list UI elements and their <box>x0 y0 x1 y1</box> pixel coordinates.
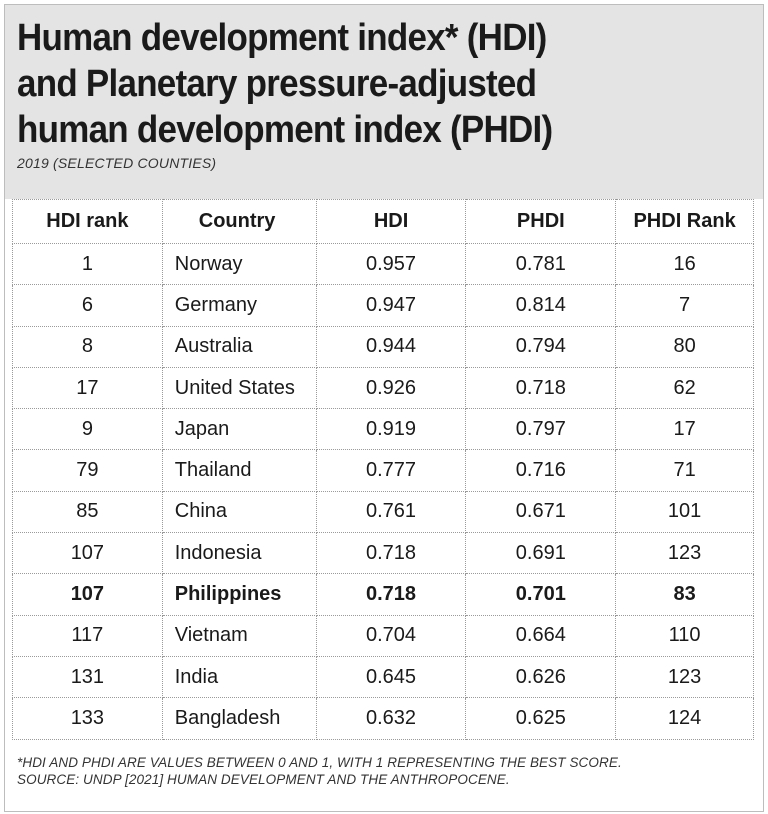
cell-country: Norway <box>161 242 317 286</box>
table-row: 131 India 0.645 0.626 123 <box>12 655 754 699</box>
cell-hdi: 0.761 <box>315 490 467 534</box>
table-row: 85 China 0.761 0.671 101 <box>12 490 754 534</box>
cell-phdi: 0.718 <box>465 366 617 410</box>
table-row: 1 Norway 0.957 0.781 16 <box>12 242 754 286</box>
title-line-1: Human development index* (HDI) <box>17 17 547 59</box>
cell-phdi-rank: 83 <box>615 573 754 616</box>
table-row: 117 Vietnam 0.704 0.664 110 <box>12 614 754 657</box>
cell-country: Australia <box>161 325 317 368</box>
column-header-country: Country <box>161 199 317 244</box>
cell-phdi-rank: 123 <box>615 532 754 575</box>
cell-phdi: 0.626 <box>465 655 617 699</box>
cell-hdi: 0.718 <box>315 532 467 575</box>
cell-hdi-rank: 6 <box>12 284 163 327</box>
cell-country: Vietnam <box>161 614 317 657</box>
cell-country: Thailand <box>161 449 317 492</box>
cell-phdi-rank: 16 <box>615 242 754 286</box>
cell-phdi: 0.664 <box>465 614 617 657</box>
cell-hdi: 0.944 <box>315 325 467 368</box>
cell-country: United States <box>161 366 317 410</box>
cell-hdi: 0.957 <box>315 242 467 286</box>
table-row: 17 United States 0.926 0.718 62 <box>12 366 754 410</box>
table-header-row: HDI rank Country HDI PHDI PHDI Rank <box>12 199 754 244</box>
cell-phdi: 0.794 <box>465 325 617 368</box>
cell-hdi: 0.645 <box>315 655 467 699</box>
cell-hdi-rank: 17 <box>12 366 163 410</box>
footnote-source: SOURCE: UNDP [2021] HUMAN DEVELOPMENT AN… <box>17 771 510 787</box>
table-row-highlighted: 107 Philippines 0.718 0.701 83 <box>12 573 754 616</box>
column-header-phdi: PHDI <box>465 199 617 244</box>
table-row: 133 Bangladesh 0.632 0.625 124 <box>12 697 754 740</box>
data-table: HDI rank Country HDI PHDI PHDI Rank 1 Nor… <box>12 199 754 740</box>
cell-country: Germany <box>161 284 317 327</box>
cell-hdi-rank: 85 <box>12 490 163 534</box>
cell-hdi-rank: 131 <box>12 655 163 699</box>
cell-hdi: 0.718 <box>315 573 467 616</box>
table-row: 9 Japan 0.919 0.797 17 <box>12 408 754 451</box>
cell-hdi: 0.919 <box>315 408 467 451</box>
chart-title: Human development index* (HDI) and Plane… <box>17 15 703 153</box>
cell-phdi: 0.671 <box>465 490 617 534</box>
cell-phdi: 0.625 <box>465 697 617 740</box>
cell-phdi-rank: 110 <box>615 614 754 657</box>
cell-phdi-rank: 17 <box>615 408 754 451</box>
cell-hdi-rank: 9 <box>12 408 163 451</box>
cell-country: India <box>161 655 317 699</box>
cell-phdi: 0.691 <box>465 532 617 575</box>
cell-phdi: 0.716 <box>465 449 617 492</box>
cell-country: Japan <box>161 408 317 451</box>
cell-phdi: 0.701 <box>465 573 617 616</box>
cell-phdi-rank: 80 <box>615 325 754 368</box>
column-header-hdi: HDI <box>315 199 467 244</box>
cell-phdi-rank: 101 <box>615 490 754 534</box>
title-block: Human development index* (HDI) and Plane… <box>5 5 763 199</box>
table-body: 1 Norway 0.957 0.781 16 6 Germany 0.947 0.814 7 8 A… <box>12 242 754 740</box>
table-row: 8 Australia 0.944 0.794 80 <box>12 325 754 368</box>
cell-phdi: 0.814 <box>465 284 617 327</box>
cell-hdi: 0.947 <box>315 284 467 327</box>
cell-country: Bangladesh <box>161 697 317 740</box>
table-row: 79 Thailand 0.777 0.716 71 <box>12 449 754 492</box>
cell-hdi-rank: 1 <box>12 242 163 286</box>
cell-phdi-rank: 62 <box>615 366 754 410</box>
cell-hdi: 0.777 <box>315 449 467 492</box>
cell-hdi-rank: 107 <box>12 532 163 575</box>
cell-country: Philippines <box>161 573 317 616</box>
cell-hdi-rank: 133 <box>12 697 163 740</box>
cell-phdi-rank: 124 <box>615 697 754 740</box>
cell-country: Indonesia <box>161 532 317 575</box>
cell-hdi-rank: 117 <box>12 614 163 657</box>
cell-phdi-rank: 7 <box>615 284 754 327</box>
title-line-3: human development index (PHDI) <box>17 109 553 151</box>
table-row: 6 Germany 0.947 0.814 7 <box>12 284 754 327</box>
cell-hdi: 0.704 <box>315 614 467 657</box>
cell-phdi: 0.781 <box>465 242 617 286</box>
title-line-2: and Planetary pressure-adjusted <box>17 63 537 105</box>
cell-hdi-rank: 79 <box>12 449 163 492</box>
cell-phdi-rank: 71 <box>615 449 754 492</box>
cell-hdi: 0.926 <box>315 366 467 410</box>
cell-hdi-rank: 8 <box>12 325 163 368</box>
cell-hdi: 0.632 <box>315 697 467 740</box>
column-header-hdi-rank: HDI rank <box>12 199 163 244</box>
chart-subtitle: 2019 (SELECTED COUNTIES) <box>17 155 217 171</box>
footnote-block: *HDI AND PHDI ARE VALUES BETWEEN 0 AND 1… <box>5 740 763 788</box>
cell-phdi-rank: 123 <box>615 655 754 699</box>
cell-country: China <box>161 490 317 534</box>
cell-hdi-rank: 107 <box>12 573 163 616</box>
cell-phdi: 0.797 <box>465 408 617 451</box>
infographic-frame: Human development index* (HDI) and Plane… <box>4 4 764 812</box>
footnote-definition: *HDI AND PHDI ARE VALUES BETWEEN 0 AND 1… <box>17 754 622 770</box>
table-row: 107 Indonesia 0.718 0.691 123 <box>12 532 754 575</box>
column-header-phdi-rank: PHDI Rank <box>615 199 754 244</box>
